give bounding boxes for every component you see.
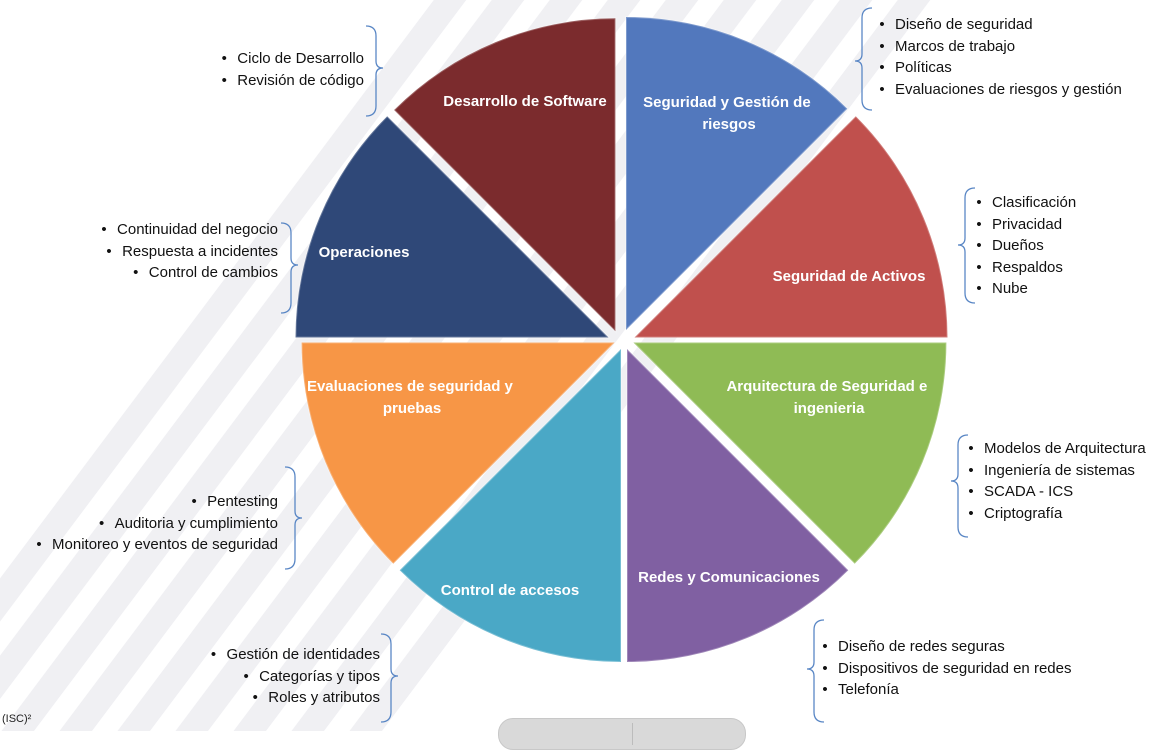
segment-testing — [300, 341, 618, 566]
list-item: Roles y atributos — [205, 687, 380, 709]
list-assets: ClasificaciónPrivacidadDueñosRespaldosNu… — [970, 192, 1076, 300]
bracket-networks — [806, 619, 825, 723]
title-assets: Seguridad de Activos — [773, 268, 926, 285]
bracket-access-control — [380, 633, 399, 723]
title-operations: Operaciones — [319, 244, 410, 261]
title-architecture: Arquitectura de Seguridad e ingenieria — [726, 378, 931, 417]
list-item: Respuesta a incidentes — [95, 241, 278, 263]
list-risk: Diseño de seguridadMarcos de trabajoPolí… — [873, 14, 1122, 100]
list-item: Modelos de Arquitectura — [962, 438, 1146, 460]
list-item: SCADA - ICS — [962, 481, 1146, 503]
list-item: Telefonía — [816, 679, 1071, 701]
presentation-control-bar[interactable] — [498, 718, 746, 750]
list-item: Criptografía — [962, 503, 1146, 525]
bracket-software-development — [365, 25, 384, 117]
bracket-operations — [280, 222, 299, 314]
bracket-testing — [284, 466, 303, 570]
watermark-stroke — [349, 0, 931, 731]
domain-wheel — [294, 15, 949, 664]
title-risk: Seguridad y Gestión de riesgos — [643, 94, 815, 133]
list-item: Evaluaciones de riesgos y gestión — [873, 79, 1122, 101]
list-item: Categorías y tipos — [205, 666, 380, 688]
list-item: Clasificación — [970, 192, 1076, 214]
list-item: Privacidad — [970, 214, 1076, 236]
list-testing: PentestingAuditoria y cumplimientoMonito… — [30, 491, 278, 556]
security-domains-diagram: Desarrollo de Software Seguridad y Gesti… — [0, 0, 976, 731]
bracket-architecture — [950, 434, 969, 538]
list-item: Marcos de trabajo — [873, 36, 1122, 58]
bracket-assets — [957, 187, 976, 304]
list-item: Control de cambios — [95, 262, 278, 284]
list-software-development: Ciclo de DesarrolloRevisión de código — [215, 48, 364, 91]
list-item: Pentesting — [30, 491, 278, 513]
segment-risk — [625, 15, 849, 333]
list-item: Dueños — [970, 235, 1076, 257]
bracket-risk — [854, 7, 873, 111]
title-access-control: Control de accesos — [441, 582, 579, 599]
list-item: Diseño de redes seguras — [816, 636, 1071, 658]
list-item: Revisión de código — [215, 70, 364, 92]
segment-access-control — [398, 346, 622, 664]
title-networks: Redes y Comunicaciones — [638, 569, 820, 586]
list-item: Ciclo de Desarrollo — [215, 48, 364, 70]
title-software-development: Desarrollo de Software — [443, 93, 606, 110]
list-architecture: Modelos de ArquitecturaIngeniería de sis… — [962, 438, 1146, 524]
segment-software-development — [392, 17, 617, 334]
list-item: Continuidad del negocio — [95, 219, 278, 241]
segment-networks — [626, 346, 850, 664]
segment-operations — [294, 114, 611, 339]
segment-assets — [632, 114, 949, 339]
list-networks: Diseño de redes segurasDispositivos de s… — [816, 636, 1071, 701]
footer-mark: (ISC)² — [2, 713, 32, 725]
list-item: Nube — [970, 278, 1076, 300]
watermark-stroke — [0, 0, 467, 622]
list-item: Ingeniería de sistemas — [962, 460, 1146, 482]
control-separator — [632, 723, 633, 745]
list-item: Políticas — [873, 57, 1122, 79]
list-item: Auditoria y cumplimiento — [30, 513, 278, 535]
list-item: Gestión de identidades — [205, 644, 380, 666]
list-item: Respaldos — [970, 257, 1076, 279]
list-access-control: Gestión de identidadesCategorías y tipos… — [205, 644, 380, 709]
list-item: Dispositivos de seguridad en redes — [816, 658, 1071, 680]
list-item: Diseño de seguridad — [873, 14, 1122, 36]
list-item: Monitoreo y eventos de seguridad — [30, 534, 278, 556]
segment-architecture — [630, 341, 948, 566]
title-testing: Evaluaciones de seguridad y pruebas — [307, 378, 517, 417]
list-operations: Continuidad del negocioRespuesta a incid… — [95, 219, 278, 284]
